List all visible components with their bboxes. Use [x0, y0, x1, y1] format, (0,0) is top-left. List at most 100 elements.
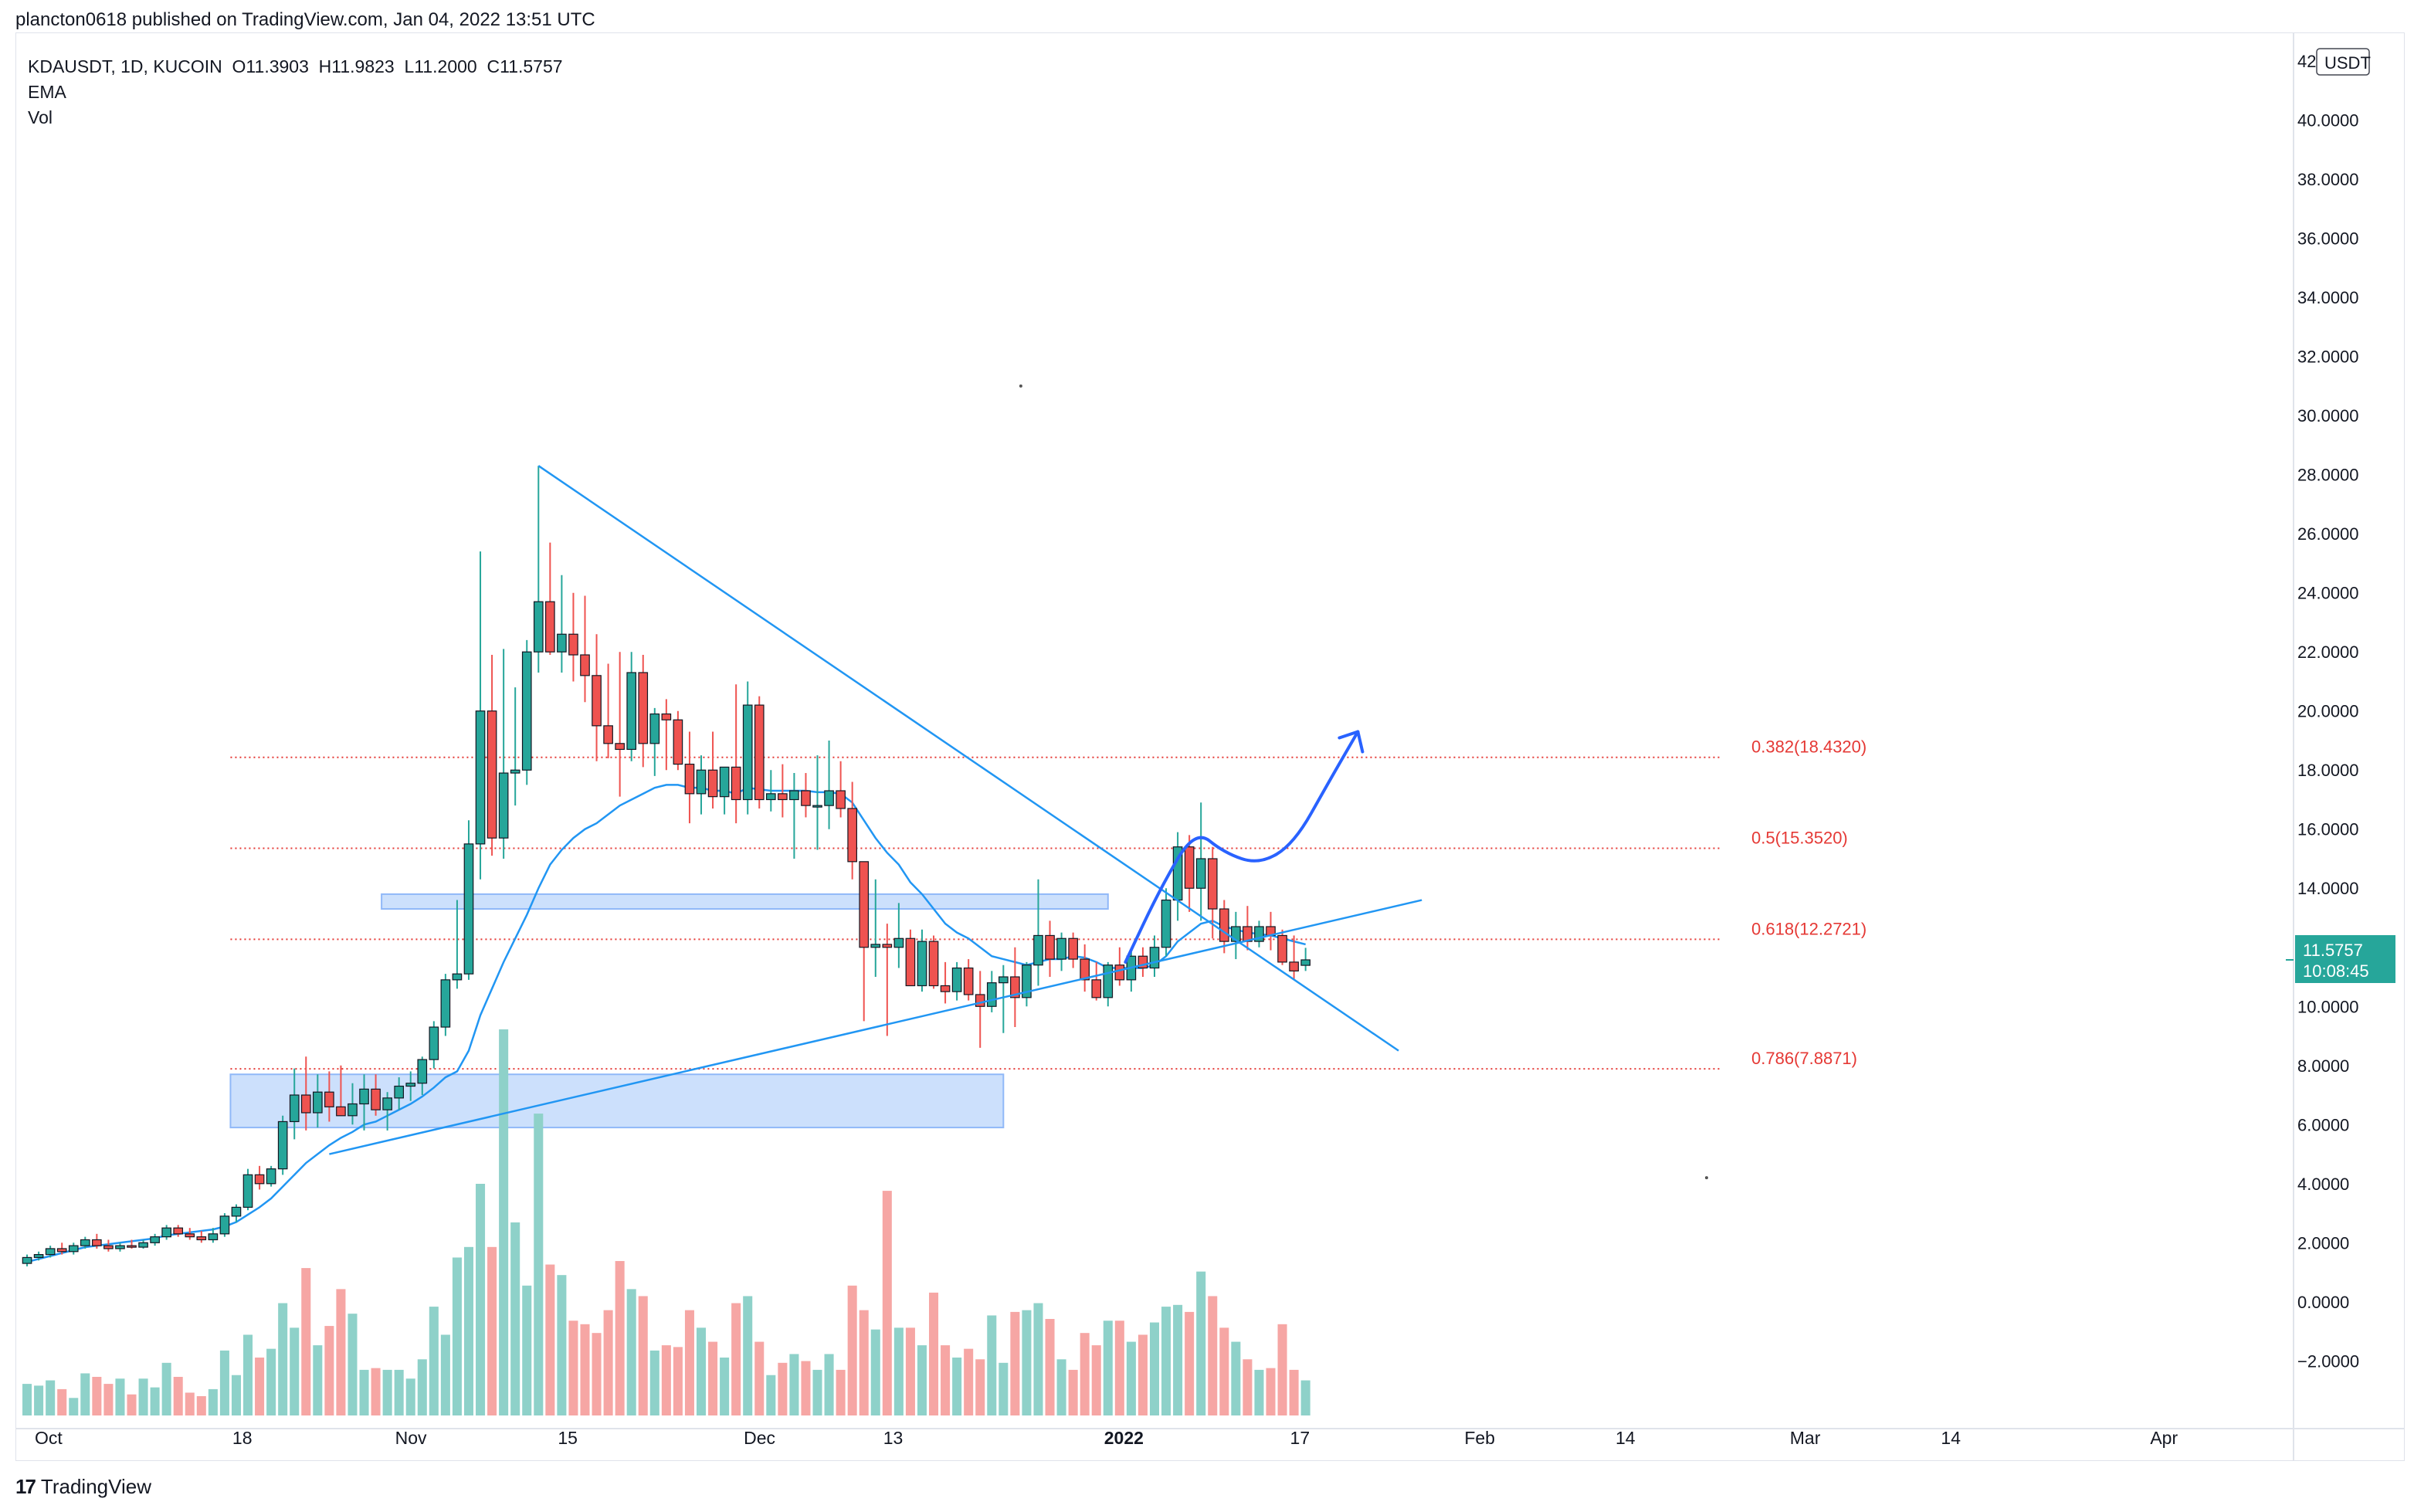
candle — [1184, 835, 1195, 912]
volume-bar — [1185, 1311, 1195, 1415]
candle-body — [557, 633, 567, 653]
candle-body — [1231, 926, 1241, 942]
candle-body — [940, 985, 951, 992]
candle — [138, 1239, 148, 1249]
candle — [92, 1233, 102, 1249]
volume-bar — [463, 1246, 474, 1415]
candle — [1103, 961, 1114, 1007]
candle-body — [254, 1174, 265, 1185]
fib-level-label: 0.382(18.4320) — [1751, 737, 1866, 757]
candle — [882, 924, 893, 1036]
candle — [940, 961, 951, 1004]
candle — [150, 1233, 160, 1246]
ema-layer — [26, 784, 1306, 1263]
volume-bar — [812, 1369, 822, 1415]
volume-bar — [1266, 1368, 1276, 1415]
tradingview-branding[interactable]: 17 TradingView — [15, 1475, 151, 1499]
candle-body — [150, 1236, 160, 1243]
volume-bar — [952, 1358, 962, 1415]
volume-bar — [1080, 1333, 1090, 1415]
candle — [463, 820, 474, 980]
volume-bar — [1300, 1380, 1310, 1415]
volume-bar — [243, 1334, 253, 1415]
volume-bar — [1254, 1369, 1264, 1415]
open-value: O11.3903 — [232, 56, 309, 76]
descending-trendline — [537, 465, 1399, 1052]
candle-body — [1033, 934, 1043, 966]
date-tick-label: 18 — [232, 1428, 253, 1448]
volume-bar — [743, 1296, 753, 1415]
date-tick-label: Feb — [1464, 1428, 1495, 1448]
candle — [219, 1213, 230, 1237]
candle-body — [859, 861, 870, 948]
date-tick-label: Oct — [35, 1428, 63, 1448]
candle — [1219, 900, 1229, 954]
candle — [161, 1225, 171, 1240]
candle-body — [568, 633, 578, 656]
candle-body — [277, 1120, 288, 1170]
chart-legend: KDAUSDT, 1D, KUCOIN O11.3903 H11.9823 L1… — [28, 54, 563, 131]
volume-bar — [638, 1296, 648, 1415]
volume-bar — [1033, 1303, 1043, 1415]
candle — [1266, 911, 1276, 951]
volume-bar — [324, 1326, 334, 1415]
candle — [812, 755, 822, 850]
volume-bar — [173, 1377, 183, 1415]
volume-bar — [626, 1289, 636, 1415]
candle-body — [429, 1026, 439, 1060]
candle-body — [498, 772, 509, 839]
candle-body — [592, 675, 602, 727]
volume-bar — [1103, 1320, 1113, 1415]
price-tick-label: 24.0000 — [2297, 584, 2359, 603]
candle — [684, 731, 695, 824]
volume-bar — [789, 1354, 799, 1415]
candle-body — [580, 654, 590, 676]
volume-bar — [476, 1184, 486, 1415]
ascending-trendline — [329, 899, 1422, 1155]
candle-body — [893, 937, 904, 948]
symbol-label[interactable]: KDAUSDT, 1D, KUCOIN — [28, 56, 222, 76]
chart-frame[interactable] — [15, 32, 2405, 1461]
candle-body — [1184, 846, 1195, 889]
candle — [196, 1230, 207, 1243]
volume-bar — [371, 1368, 381, 1415]
ema-indicator-label[interactable]: EMA — [28, 82, 66, 102]
candle-body — [905, 937, 916, 987]
candle-body — [615, 743, 625, 751]
volume-indicator-label[interactable]: Vol — [28, 107, 53, 127]
candle — [568, 592, 578, 682]
candle-body — [917, 941, 927, 987]
candle-body — [1219, 908, 1229, 942]
price-tick-label: 4.0000 — [2297, 1175, 2349, 1194]
date-tick-label: Mar — [1790, 1428, 1821, 1448]
volume-bar — [138, 1378, 148, 1415]
volume-layer — [22, 1029, 1310, 1415]
candle-body — [1207, 858, 1218, 910]
volume-bar — [592, 1333, 602, 1415]
candle — [1056, 932, 1066, 971]
volume-bar — [103, 1384, 114, 1415]
volume-bar — [34, 1385, 44, 1415]
candle-body — [1195, 858, 1206, 889]
last-price-value: 11.5757 — [2303, 941, 2363, 960]
volume-bar — [1161, 1307, 1171, 1415]
candle-body — [754, 704, 765, 801]
volume-bar — [615, 1261, 625, 1415]
volume-bar — [905, 1327, 915, 1415]
candle-body — [80, 1239, 90, 1246]
candle-body — [313, 1091, 323, 1114]
volume-bar — [824, 1354, 834, 1415]
volume-bar — [649, 1350, 659, 1415]
candle — [1289, 935, 1299, 980]
volume-bar — [46, 1380, 56, 1415]
candle-body — [1289, 961, 1299, 971]
support-zone-1 — [229, 1073, 1005, 1129]
volume-bar — [778, 1362, 788, 1415]
volume-bar — [568, 1320, 578, 1415]
candle-body — [1103, 964, 1114, 998]
volume-bar — [708, 1341, 718, 1415]
candle-body — [359, 1088, 369, 1105]
volume-bar — [359, 1369, 369, 1415]
candle-body — [405, 1083, 416, 1087]
